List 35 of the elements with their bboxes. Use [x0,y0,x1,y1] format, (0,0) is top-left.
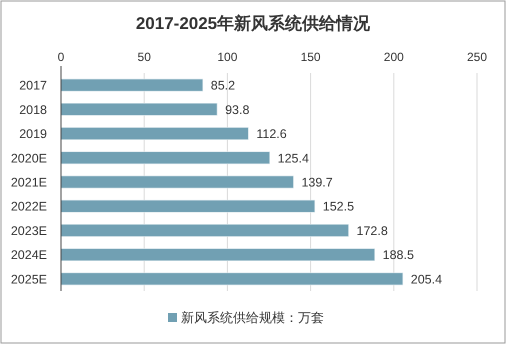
bar [60,224,349,237]
x-tick-label: 100 [217,50,238,64]
bar [60,200,316,213]
y-tick-label: 2018 [19,102,48,117]
data-label: 85.2 [210,78,236,93]
bar [60,248,375,262]
data-label: 188.5 [382,248,414,262]
x-tick-label: 150 [300,50,321,64]
y-tick-label: 2025E [10,272,47,286]
bar [60,127,249,140]
bar [60,78,204,92]
y-tick-label: 2019 [19,127,48,142]
bar [60,151,270,164]
y-tick-label: 2020E [10,151,47,166]
x-tick-label: 50 [138,50,152,64]
legend-label: 新风系统供给规模：万套 [181,310,324,325]
chart-title: 2017-2025年新风系统供给情况 [136,14,372,33]
y-tick-label: 2023E [10,224,47,238]
bar [60,272,404,286]
y-tick-label: 2022E [10,200,47,214]
data-label: 112.6 [256,127,287,142]
x-tick-label: 250 [466,50,488,64]
data-label: 205.4 [410,272,442,286]
x-tick-label: 200 [384,50,404,64]
y-tick-label: 2017 [19,78,48,93]
data-label: 139.7 [301,176,333,190]
bar [60,176,294,188]
bar [60,102,218,116]
data-label: 93.8 [225,102,250,117]
y-tick-label: 2024E [10,248,47,262]
y-tick-label: 2021E [10,176,47,190]
data-label: 172.8 [356,224,388,238]
data-label: 152.5 [322,200,354,214]
data-label: 125.4 [278,151,309,166]
x-tick-label: 0 [58,50,65,64]
